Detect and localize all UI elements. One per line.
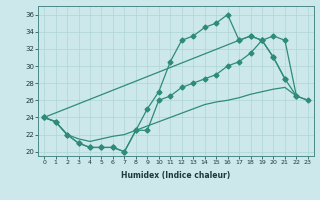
X-axis label: Humidex (Indice chaleur): Humidex (Indice chaleur)	[121, 171, 231, 180]
